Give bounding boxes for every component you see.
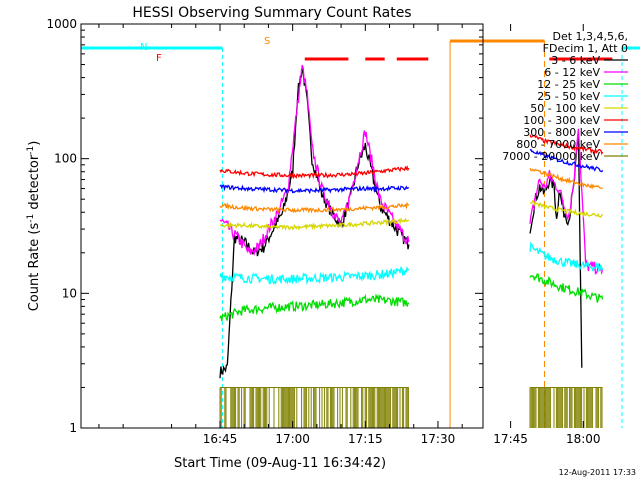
y-axis-label-main: Count Rate (s <box>27 223 42 312</box>
y-axis-label-sup1: -1 <box>26 214 36 223</box>
series-line-300-800-kev <box>529 148 604 173</box>
y-tick-label: 100 <box>54 152 77 166</box>
legend-label: 50 - 100 keV <box>530 102 600 115</box>
plot-frame <box>80 23 484 429</box>
series-line-7000-20000-kev <box>219 387 409 428</box>
x-axis: 16:45 17:00 17:15 17:30 17:45 18:00 <box>98 24 601 446</box>
legend-label: 300 - 800 keV <box>523 126 600 139</box>
series-line-12-25-kev <box>529 273 604 303</box>
series-line-800-7000-kev <box>529 168 603 190</box>
series-line-6-12-kev <box>219 64 410 256</box>
x-axis-label: Start Time (09-Aug-11 16:34:42) <box>174 456 386 471</box>
timestamp: 12-Aug-2011 17:33 <box>559 468 636 477</box>
legend-header-1: Det 1,3,4,5,6, <box>552 30 628 43</box>
y-axis-label-end: ) <box>27 141 42 146</box>
legend: Det 1,3,4,5,6, FDecim 1, Att 0 3 - 6 keV… <box>502 30 628 163</box>
x-tick-label: 17:00 <box>275 432 310 446</box>
y-axis-label-sup2: -1 <box>26 146 36 155</box>
series-line-800-7000-kev <box>219 201 410 214</box>
y-axis-label-mid: detector <box>27 154 42 214</box>
x-tick-label: 16:45 <box>203 432 238 446</box>
y-axis-label: Count Rate (s-1 detector-1) <box>26 141 42 312</box>
legend-label: 6 - 12 keV <box>544 66 600 79</box>
series-line-25-50-kev <box>219 265 410 286</box>
x-tick-label: 17:15 <box>348 432 383 446</box>
series-line-7000-20000-kev <box>529 387 603 428</box>
chart-title: HESSI Observing Summary Count Rates <box>132 5 411 21</box>
x-tick-label: 17:45 <box>493 432 528 446</box>
x-tick-label: 18:00 <box>566 432 601 446</box>
legend-label: 100 - 300 keV <box>523 114 600 127</box>
series-line-100-300-kev <box>219 164 410 180</box>
saa-flags <box>449 39 546 428</box>
y-tick-label: 1 <box>69 421 77 435</box>
flare-flag-label: F <box>156 53 162 64</box>
y-axis: 1 10 100 1000 <box>46 17 483 435</box>
legend-label: 800 - 7000 keV <box>516 138 600 151</box>
legend-label: 25 - 50 keV <box>537 90 600 103</box>
series-line-300-800-kev <box>219 184 410 195</box>
legend-header-2: FDecim 1, Att 0 <box>543 42 628 55</box>
saa-flag-label: S <box>264 36 270 47</box>
series-line-6-12-kev <box>529 128 604 276</box>
series-line-12-25-kev <box>219 293 410 322</box>
legend-label: 7000 - 20000 keV <box>502 150 600 163</box>
legend-label: 3 - 6 keV <box>551 54 600 67</box>
series-line-50-100-kev <box>529 199 603 218</box>
y-tick-label: 10 <box>62 286 77 300</box>
legend-label: 12 - 25 keV <box>537 78 600 91</box>
series-lines <box>219 64 604 428</box>
series-line-100-300-kev <box>529 134 604 156</box>
x-tick-label: 17:30 <box>421 432 456 446</box>
series-line-25-50-kev <box>529 241 604 273</box>
y-tick-label: 1000 <box>46 17 77 31</box>
night-flag-label: N <box>140 42 147 53</box>
series-line-50-100-kev <box>219 217 410 232</box>
